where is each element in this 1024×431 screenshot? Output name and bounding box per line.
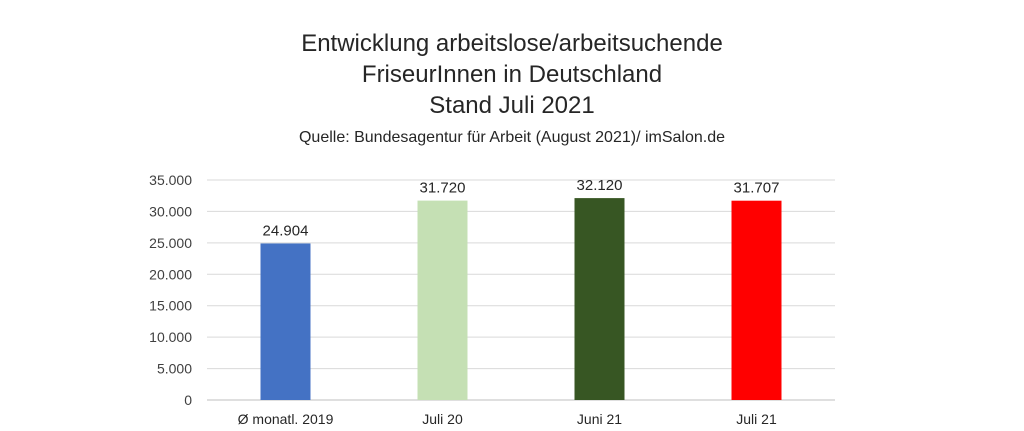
category-labels: Ø monatl. 2019 Juli 20 Juni 21 Juli 21	[238, 411, 777, 427]
category-label: Juni 21	[577, 411, 622, 427]
y-tick-label: 15.000	[149, 298, 192, 314]
chart-title-line-3: Stand Juli 2021	[429, 92, 595, 119]
y-tick-label: 5.000	[157, 361, 192, 377]
bars	[260, 198, 782, 400]
bar	[260, 243, 311, 400]
bar	[574, 198, 625, 400]
category-label: Juli 20	[422, 411, 463, 427]
chart-subtitle: Quelle: Bundesagentur für Arbeit (August…	[298, 129, 726, 146]
y-tick-label: 20.000	[149, 266, 192, 282]
y-tick-label: 25.000	[149, 235, 192, 251]
data-label: 31.707	[734, 180, 780, 197]
data-label: 32.120	[577, 177, 623, 194]
bar	[731, 200, 782, 400]
y-tick-label: 35.000	[149, 172, 192, 188]
chart-title-line-1: Entwicklung arbeitslose/arbeitsuchende	[301, 30, 723, 57]
data-label: 24.904	[263, 222, 309, 239]
chart-title-line-2: FriseurInnen in Deutschland	[361, 61, 663, 88]
gridlines	[207, 179, 835, 401]
category-label: Ø monatl. 2019	[238, 411, 334, 427]
bar	[417, 200, 468, 400]
y-tick-label: 10.000	[149, 329, 192, 345]
y-axis-tick-labels: 0 5.000 10.000 15.000 20.000 25.000 30.000 35.0…	[149, 172, 192, 408]
category-label: Juli 21	[736, 411, 777, 427]
data-label: 31.720	[420, 180, 466, 197]
data-labels: 24.904 31.720 32.120 31.707	[263, 177, 780, 239]
y-tick-label: 0	[184, 392, 192, 408]
y-tick-label: 30.000	[149, 203, 192, 219]
chart-title-block: Entwicklung arbeitslose/arbeitsuchende F…	[0, 28, 1024, 149]
